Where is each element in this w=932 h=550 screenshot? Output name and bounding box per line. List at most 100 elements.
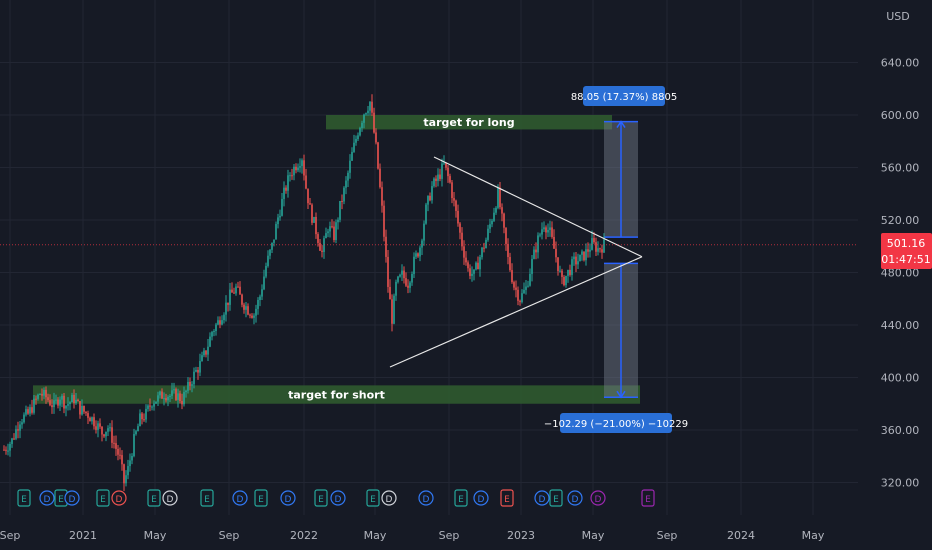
current-price-tag: 501.16 01:47:51 [881, 233, 932, 269]
candle-body [405, 278, 407, 286]
dividend-marker[interactable]: D [418, 490, 434, 506]
event-marker-letter: D [167, 495, 174, 505]
earnings-marker[interactable]: E [96, 489, 110, 507]
dividend-marker[interactable]: D [590, 490, 606, 506]
dividend-marker[interactable]: D [381, 490, 397, 506]
earnings-marker[interactable]: E [366, 489, 380, 507]
dividend-marker-circle [330, 490, 346, 506]
candle-body [11, 438, 13, 444]
candle-body [315, 216, 317, 235]
dividend-marker[interactable]: D [280, 490, 296, 506]
candle-body [599, 248, 601, 250]
candle-body [181, 401, 183, 405]
candle-body [199, 361, 201, 373]
candle-body [327, 231, 329, 234]
candle-body [411, 273, 413, 283]
event-marker-letter: D [335, 495, 342, 505]
candle-body [603, 239, 605, 253]
candle-body [163, 398, 165, 400]
candle-body [513, 282, 515, 288]
dividend-marker[interactable]: D [473, 490, 489, 506]
dividend-marker[interactable]: D [567, 490, 583, 506]
x-tick-label: May [364, 529, 387, 542]
dividend-marker[interactable]: D [39, 490, 55, 506]
candle-body [47, 397, 49, 401]
candle-body [437, 174, 439, 181]
event-marker-letter: E [553, 495, 559, 505]
earnings-marker-box [454, 489, 468, 507]
x-tick-label: Sep [0, 529, 20, 542]
candle-body [577, 261, 579, 265]
candle-body [349, 160, 351, 173]
candle-body [59, 399, 61, 406]
triangle-pattern[interactable] [389, 156, 643, 368]
candle-body [221, 320, 223, 325]
x-tick-label: 2022 [290, 529, 318, 542]
candle-body [597, 248, 599, 252]
candle-body [397, 276, 399, 282]
dividend-marker[interactable]: D [534, 490, 550, 506]
candle-body [591, 238, 593, 250]
dividend-marker-circle [280, 490, 296, 506]
candle-body [273, 239, 275, 243]
candle-body [601, 249, 603, 253]
earnings-marker[interactable]: E [200, 489, 214, 507]
earnings-marker[interactable]: E [454, 489, 468, 507]
candle-body [81, 405, 83, 415]
dividend-marker[interactable]: D [232, 490, 248, 506]
time-axis[interactable]: Sep 2021 May Sep 2022 May Sep 2023 May Sep 2024 May [0, 529, 825, 542]
measure-tools[interactable] [604, 120, 638, 399]
event-marker-letter: E [645, 495, 651, 505]
dividend-marker[interactable]: D [111, 490, 127, 506]
candle-body [121, 455, 123, 465]
candle-body [467, 262, 469, 269]
candle-body [261, 289, 263, 297]
price-axis[interactable]: 640.00 600.00 560.00 520.00 480.00 440.00 400.… [881, 57, 920, 490]
candle-body [51, 405, 53, 408]
dividend-marker[interactable]: D [64, 490, 80, 506]
candle-body [585, 249, 587, 261]
candle-body [297, 167, 299, 171]
candle-body [389, 286, 391, 300]
candle-body [385, 236, 387, 257]
earnings-marker[interactable]: E [641, 489, 655, 507]
earnings-marker[interactable]: E [500, 489, 514, 507]
y-tick-label: 600.00 [881, 109, 920, 122]
candle-body [111, 427, 113, 443]
candle-body [345, 180, 347, 188]
earnings-marker[interactable]: E [147, 489, 161, 507]
candle-body [477, 262, 479, 270]
candle-body [179, 393, 181, 402]
dividend-marker-circle [567, 490, 583, 506]
y-tick-label: 440.00 [881, 319, 920, 332]
earnings-marker[interactable]: E [549, 489, 563, 507]
target-zone-label: target for long [423, 116, 514, 129]
dividend-marker[interactable]: D [330, 490, 346, 506]
earnings-marker[interactable]: E [314, 489, 328, 507]
triangle-upper-line[interactable] [433, 156, 643, 258]
earnings-marker[interactable]: E [254, 489, 268, 507]
candle-body [219, 320, 221, 325]
candle-body [441, 163, 443, 179]
candle-body [479, 257, 481, 270]
earnings-marker-box [200, 489, 214, 507]
candle-body [281, 198, 283, 216]
candle-body [537, 235, 539, 253]
candle-body [45, 389, 47, 398]
candle-body [137, 426, 139, 432]
candle-body [119, 454, 121, 456]
triangle-lower-line[interactable] [389, 256, 643, 368]
candle-body [419, 247, 421, 257]
candle-body [215, 324, 217, 332]
candle-body [241, 294, 243, 305]
candle-body [493, 212, 495, 221]
earnings-marker[interactable]: E [17, 489, 31, 507]
candle-body [303, 160, 305, 176]
dividend-marker[interactable]: D [162, 490, 178, 506]
candle-body [583, 251, 585, 261]
candle-body [25, 409, 27, 415]
candle-body [457, 210, 459, 224]
candle-body [265, 265, 267, 277]
